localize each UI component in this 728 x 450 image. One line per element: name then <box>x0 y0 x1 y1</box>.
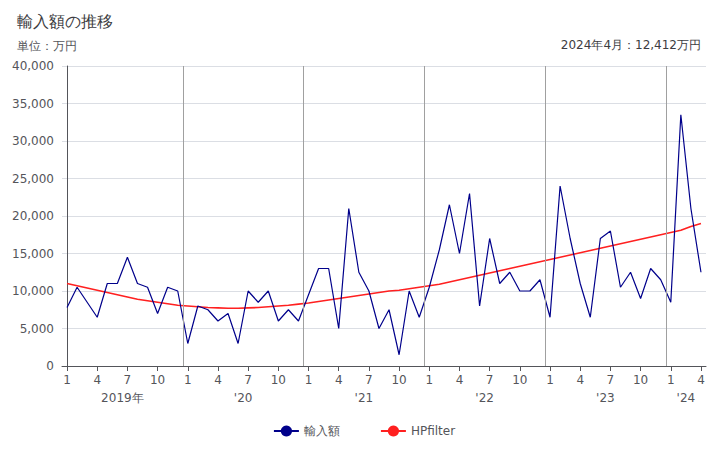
svg-text:10: 10 <box>512 373 527 387</box>
svg-text:2024年4月：12,412万円: 2024年4月：12,412万円 <box>561 38 701 52</box>
svg-text:7: 7 <box>124 373 132 387</box>
svg-text:10,000: 10,000 <box>12 284 54 298</box>
svg-text:1: 1 <box>305 373 313 387</box>
svg-text:1: 1 <box>63 373 71 387</box>
svg-text:15,000: 15,000 <box>12 247 54 261</box>
svg-text:4: 4 <box>456 373 464 387</box>
svg-text:20,000: 20,000 <box>12 209 54 223</box>
svg-text:25,000: 25,000 <box>12 172 54 186</box>
svg-text:'21: '21 <box>355 391 374 405</box>
svg-text:4: 4 <box>335 373 343 387</box>
svg-text:0: 0 <box>46 359 54 373</box>
svg-text:1: 1 <box>667 373 675 387</box>
svg-text:4: 4 <box>576 373 584 387</box>
svg-text:1: 1 <box>425 373 433 387</box>
svg-text:単位：万円: 単位：万円 <box>17 39 77 53</box>
svg-text:35,000: 35,000 <box>12 97 54 111</box>
svg-text:30,000: 30,000 <box>12 134 54 148</box>
svg-text:7: 7 <box>365 373 373 387</box>
svg-text:1: 1 <box>546 373 554 387</box>
svg-text:輸入額の推移: 輸入額の推移 <box>17 12 113 31</box>
svg-text:4: 4 <box>214 373 222 387</box>
svg-text:7: 7 <box>244 373 252 387</box>
svg-text:4: 4 <box>697 373 705 387</box>
svg-text:HPfilter: HPfilter <box>411 424 455 438</box>
svg-text:10: 10 <box>271 373 286 387</box>
svg-text:7: 7 <box>607 373 615 387</box>
svg-text:'24: '24 <box>677 391 696 405</box>
svg-text:5,000: 5,000 <box>20 322 54 336</box>
svg-text:4: 4 <box>93 373 101 387</box>
svg-text:7: 7 <box>486 373 494 387</box>
svg-text:10: 10 <box>150 373 165 387</box>
svg-text:10: 10 <box>633 373 648 387</box>
svg-text:10: 10 <box>391 373 406 387</box>
svg-text:2019年: 2019年 <box>101 391 144 405</box>
svg-text:40,000: 40,000 <box>12 59 54 73</box>
svg-text:'20: '20 <box>234 391 253 405</box>
svg-text:輸入額: 輸入額 <box>304 424 340 438</box>
svg-text:'22: '22 <box>475 391 494 405</box>
svg-text:1: 1 <box>184 373 192 387</box>
svg-text:'23: '23 <box>596 391 615 405</box>
